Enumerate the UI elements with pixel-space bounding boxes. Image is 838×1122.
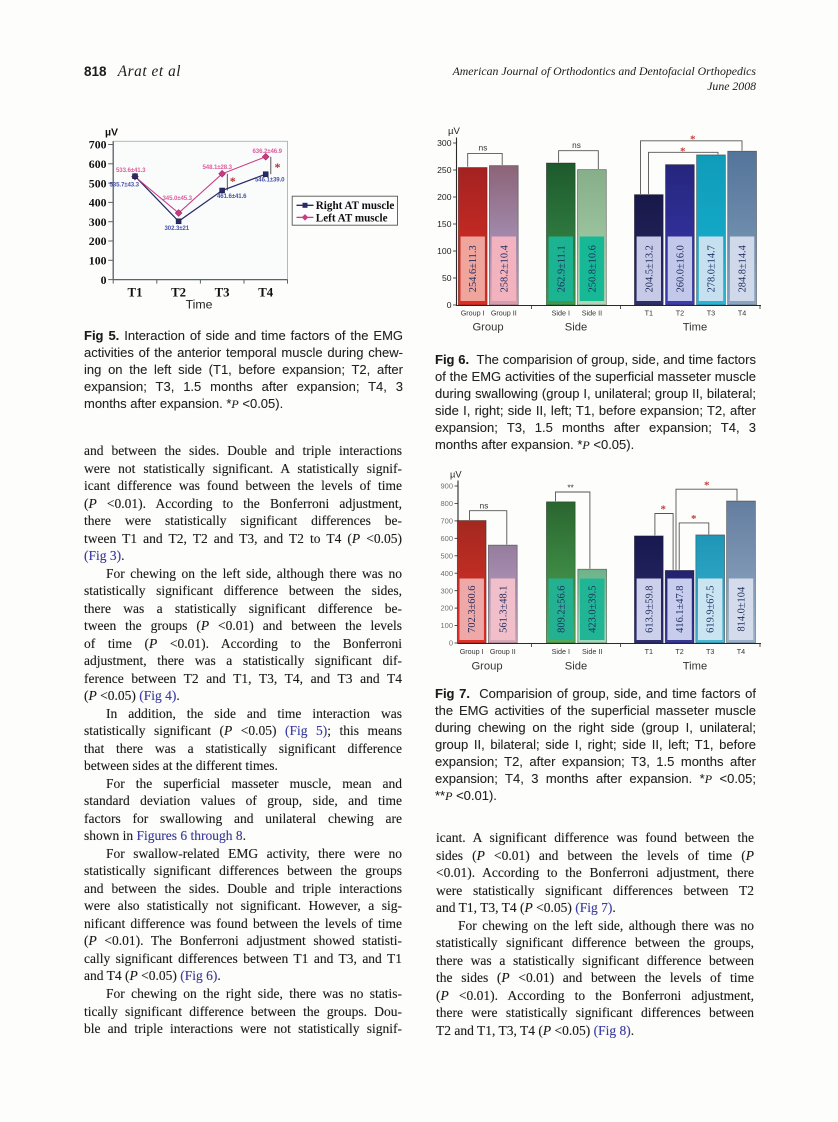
- svg-text:200: 200: [440, 604, 453, 613]
- svg-text:416.1±47.8: 416.1±47.8: [675, 586, 686, 633]
- svg-text:100: 100: [89, 254, 107, 268]
- svg-text:*: *: [704, 480, 710, 492]
- svg-text:T2: T2: [675, 647, 683, 656]
- svg-text:Group I: Group I: [460, 647, 484, 656]
- svg-text:461.6±41.6: 461.6±41.6: [217, 193, 247, 200]
- svg-text:345.0±45.3: 345.0±45.3: [163, 195, 193, 202]
- svg-text:*: *: [230, 174, 236, 188]
- svg-text:*: *: [275, 160, 281, 174]
- svg-text:T1: T1: [128, 286, 143, 300]
- svg-text:*: *: [691, 513, 697, 525]
- svg-text:0: 0: [447, 300, 452, 310]
- svg-text:T1: T1: [645, 647, 653, 656]
- svg-text:300: 300: [437, 138, 452, 148]
- svg-text:548.1±28.3: 548.1±28.3: [203, 164, 233, 171]
- svg-text:Right AT muscle: Right AT muscle: [316, 200, 395, 212]
- svg-text:284.8±14.4: 284.8±14.4: [738, 244, 749, 292]
- svg-text:500: 500: [89, 176, 107, 190]
- svg-text:561.3±48.1: 561.3±48.1: [498, 586, 509, 633]
- svg-text:600: 600: [89, 157, 107, 171]
- svg-text:800: 800: [440, 499, 453, 508]
- svg-text:250.8±10.6: 250.8±10.6: [587, 245, 598, 292]
- svg-text:200: 200: [437, 192, 452, 202]
- svg-text:636.2±46.9: 636.2±46.9: [253, 148, 283, 155]
- svg-text:814.0±104: 814.0±104: [737, 586, 748, 631]
- svg-text:T4: T4: [738, 308, 746, 317]
- svg-text:Side: Side: [565, 661, 587, 673]
- svg-text:Side: Side: [565, 322, 587, 334]
- svg-text:T4: T4: [258, 286, 274, 300]
- svg-text:0: 0: [449, 639, 453, 648]
- svg-text:900: 900: [440, 482, 453, 491]
- svg-text:100: 100: [440, 621, 453, 630]
- svg-text:250: 250: [437, 165, 452, 175]
- svg-text:Side II: Side II: [582, 308, 602, 317]
- svg-text:*: *: [680, 146, 686, 158]
- svg-text:204.5±13.2: 204.5±13.2: [644, 245, 655, 292]
- svg-text:T3: T3: [706, 647, 714, 656]
- svg-text:T3: T3: [707, 308, 715, 317]
- svg-text:254.6±11.3: 254.6±11.3: [468, 245, 479, 292]
- svg-text:T1: T1: [645, 308, 653, 317]
- svg-text:200: 200: [89, 234, 107, 248]
- svg-text:613.9±59.8: 613.9±59.8: [644, 586, 655, 633]
- svg-text:µV: µV: [450, 470, 462, 480]
- svg-text:100: 100: [437, 246, 452, 256]
- svg-text:µV: µV: [448, 126, 461, 137]
- svg-text:400: 400: [89, 196, 107, 210]
- svg-text:Group I: Group I: [461, 308, 485, 317]
- svg-text:µV: µV: [105, 127, 118, 139]
- svg-text:150: 150: [437, 219, 452, 229]
- svg-text:262.9±11.1: 262.9±11.1: [556, 245, 567, 292]
- svg-text:0: 0: [101, 273, 107, 287]
- svg-text:702.3±60.6: 702.3±60.6: [467, 586, 478, 633]
- svg-text:Group II: Group II: [491, 308, 517, 317]
- svg-text:535.7±43.3: 535.7±43.3: [110, 181, 140, 188]
- svg-text:700: 700: [89, 138, 107, 152]
- svg-text:Time: Time: [186, 298, 213, 312]
- svg-text:Group: Group: [471, 661, 502, 673]
- svg-text:T3: T3: [215, 286, 230, 300]
- svg-text:533.6±41.3: 533.6±41.3: [116, 167, 146, 174]
- svg-text:300: 300: [89, 215, 107, 229]
- svg-text:*: *: [661, 504, 667, 516]
- svg-text:546.1±39.0: 546.1±39.0: [255, 176, 285, 183]
- svg-text:T2: T2: [676, 308, 684, 317]
- svg-text:Left AT muscle: Left AT muscle: [316, 213, 388, 225]
- svg-text:*: *: [690, 134, 696, 146]
- svg-text:ns: ns: [572, 141, 581, 150]
- svg-text:T4: T4: [737, 647, 745, 656]
- svg-text:400: 400: [440, 569, 453, 578]
- svg-text:302.3±21: 302.3±21: [165, 225, 190, 232]
- svg-text:500: 500: [440, 551, 453, 560]
- svg-text:Side II: Side II: [582, 647, 602, 656]
- svg-text:Time: Time: [683, 661, 707, 673]
- svg-text:T2: T2: [171, 286, 186, 300]
- svg-text:619.9±67.5: 619.9±67.5: [706, 586, 717, 633]
- svg-text:Group: Group: [472, 322, 503, 334]
- svg-text:260.0±16.0: 260.0±16.0: [675, 245, 686, 292]
- svg-text:258.2±10.4: 258.2±10.4: [499, 244, 510, 292]
- svg-text:ns: ns: [480, 501, 489, 510]
- svg-text:Group II: Group II: [490, 647, 516, 656]
- svg-text:809.2±56.6: 809.2±56.6: [556, 586, 567, 633]
- svg-text:300: 300: [440, 586, 453, 595]
- svg-text:600: 600: [440, 534, 453, 543]
- svg-text:Side I: Side I: [552, 647, 570, 656]
- svg-text:278.0±14.7: 278.0±14.7: [707, 245, 718, 292]
- svg-text:50: 50: [442, 273, 452, 283]
- svg-text:**: **: [567, 483, 574, 492]
- svg-text:Side I: Side I: [552, 308, 570, 317]
- svg-text:700: 700: [440, 517, 453, 526]
- svg-text:Time: Time: [683, 322, 707, 334]
- svg-text:ns: ns: [479, 143, 488, 152]
- svg-text:423.0±39.5: 423.0±39.5: [588, 586, 599, 633]
